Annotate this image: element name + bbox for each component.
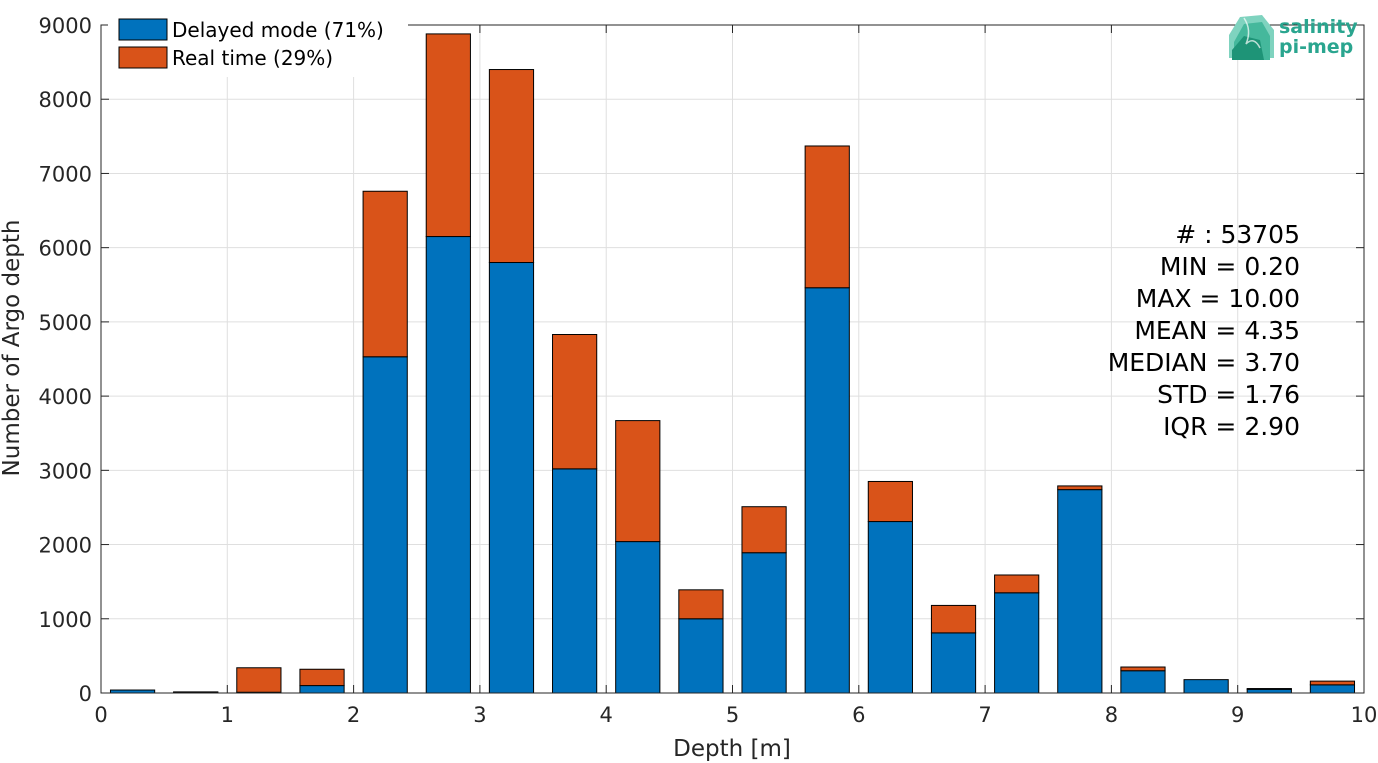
bar-real-time xyxy=(1246,688,1292,690)
x-tick-label: 0 xyxy=(94,703,107,727)
x-axis-label: Depth [m] xyxy=(673,736,791,762)
y-tick-label: 3000 xyxy=(39,459,92,483)
bar-real-time xyxy=(615,420,661,543)
bar-delayed-mode xyxy=(1183,679,1229,694)
bar-delayed-mode xyxy=(299,685,345,694)
salinity-pi-mep-logo: salinity pi-mep xyxy=(1229,15,1358,60)
bar-delayed-mode xyxy=(930,632,977,694)
x-tick-label: 4 xyxy=(600,703,613,727)
bar-delayed-mode xyxy=(615,541,661,694)
y-tick-label: 2000 xyxy=(39,534,92,558)
y-tick-label: 0 xyxy=(79,682,92,706)
y-tick-label: 9000 xyxy=(39,14,92,38)
bar-delayed-mode xyxy=(1309,684,1356,694)
legend-swatch-realtime xyxy=(118,46,168,69)
bar-real-time xyxy=(1057,485,1103,491)
logo-text-pi-mep: pi-mep xyxy=(1279,36,1353,58)
bar-delayed-mode xyxy=(552,468,598,694)
bar-real-time xyxy=(236,667,282,693)
bar-delayed-mode xyxy=(741,552,787,694)
bar-delayed-mode xyxy=(867,521,913,694)
bar-real-time xyxy=(930,604,977,634)
wave-logo-icon xyxy=(1229,15,1274,60)
legend: Delayed mode (71%) Real time (29%) xyxy=(108,12,408,77)
y-tick-label: 4000 xyxy=(39,385,92,409)
y-tick-labels: 0 1000 2000 3000 4000 5000 6000 7000 8000 9000 xyxy=(39,14,92,706)
x-tick-label: 10 xyxy=(1351,703,1378,727)
x-tick-label: 2 xyxy=(347,703,360,727)
bar-delayed-mode xyxy=(678,618,724,694)
x-tick-label: 8 xyxy=(1105,703,1118,727)
bar-real-time xyxy=(1309,680,1356,686)
bar-real-time xyxy=(425,33,471,238)
stats-line: MAX = 10.00 xyxy=(1136,284,1300,313)
bar-delayed-mode xyxy=(804,287,850,694)
y-tick-label: 5000 xyxy=(39,311,92,335)
bar-delayed-mode xyxy=(1057,489,1103,694)
grid xyxy=(101,25,1364,693)
y-tick-label: 7000 xyxy=(39,162,92,186)
x-tick-label: 5 xyxy=(726,703,739,727)
y-tick-label: 8000 xyxy=(39,88,92,112)
stats-line: # : 53705 xyxy=(1175,220,1300,249)
x-tick-label: 1 xyxy=(221,703,234,727)
bar-real-time xyxy=(678,589,724,620)
bars xyxy=(109,33,1356,694)
legend-label-delayed: Delayed mode (71%) xyxy=(172,18,384,42)
legend-swatch-delayed xyxy=(118,18,168,41)
x-tick-label: 9 xyxy=(1231,703,1244,727)
stats-line: IQR = 2.90 xyxy=(1163,412,1300,441)
y-tick-label: 6000 xyxy=(39,237,92,261)
logo-text-salinity: salinity xyxy=(1279,16,1358,38)
bar-real-time xyxy=(994,574,1040,594)
x-tick-label: 3 xyxy=(473,703,486,727)
y-axis-label: Number of Argo depth xyxy=(0,220,25,477)
x-tick-label: 7 xyxy=(978,703,991,727)
bar-real-time xyxy=(552,334,598,470)
bar-real-time xyxy=(804,145,850,289)
stats-line: MEDIAN = 3.70 xyxy=(1108,348,1300,377)
axis-ticks xyxy=(100,24,1365,694)
stats-line: MIN = 0.20 xyxy=(1160,252,1300,281)
bar-real-time xyxy=(488,69,535,264)
stats-line: MEAN = 4.35 xyxy=(1134,316,1300,345)
bar-real-time xyxy=(1120,666,1166,672)
bar-delayed-mode xyxy=(488,262,535,694)
bar-delayed-mode xyxy=(1120,670,1166,694)
bar-real-time xyxy=(173,691,219,693)
stats-line: STD = 1.76 xyxy=(1157,380,1300,409)
x-tick-label: 6 xyxy=(852,703,865,727)
x-tick-labels: 0 1 2 3 4 5 6 7 8 9 10 xyxy=(94,703,1377,727)
bar-real-time xyxy=(362,190,408,358)
bar-delayed-mode xyxy=(994,592,1040,694)
bar-delayed-mode xyxy=(1246,688,1292,694)
bar-delayed-mode xyxy=(362,356,408,694)
legend-label-realtime: Real time (29%) xyxy=(172,46,333,70)
y-tick-label: 1000 xyxy=(39,608,92,632)
bar-real-time xyxy=(299,668,345,687)
bar-real-time xyxy=(867,480,913,523)
statistics-box: # : 53705 MIN = 0.20 MAX = 10.00 MEAN = 4.3… xyxy=(1108,220,1300,441)
bar-real-time xyxy=(741,506,787,554)
bar-delayed-mode xyxy=(425,236,471,694)
